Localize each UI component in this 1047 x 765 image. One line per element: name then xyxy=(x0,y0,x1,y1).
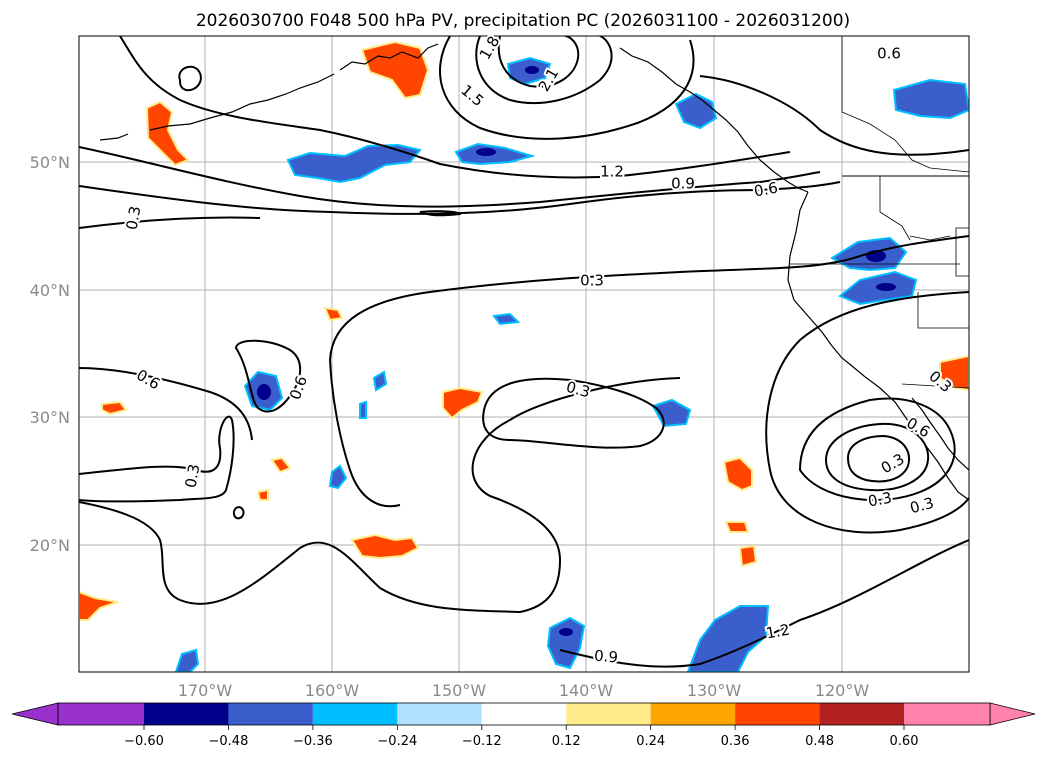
contour-label: 0.9 xyxy=(593,646,618,666)
colorbar-tick-label: −0.12 xyxy=(462,734,502,749)
precip-positive-areas xyxy=(79,40,969,621)
colorbar-tick-label: 0.60 xyxy=(890,734,919,749)
colorbar-tick-label: −0.36 xyxy=(293,734,333,749)
colorbar-segment xyxy=(58,703,144,725)
contour-label: 0.6 xyxy=(875,45,899,63)
map-layers xyxy=(79,36,969,672)
colorbar-segment xyxy=(650,703,736,725)
contour-label: 0.3 xyxy=(580,272,604,290)
map-title: 2026030700 F048 500 hPa PV, precipitatio… xyxy=(196,11,850,31)
colorbar-segment xyxy=(481,703,567,725)
colorbar-arrow-high xyxy=(989,702,1036,726)
lon-label-160w: 160°W xyxy=(305,681,360,700)
colorbar-segment xyxy=(819,703,904,725)
colorbar: −0.60 −0.48 −0.36 −0.24 −0.12 0.12 0.24 0.36 0.4… xyxy=(11,702,1036,749)
map-panel xyxy=(79,36,969,672)
colorbar-segment xyxy=(904,703,990,725)
colorbar-segment xyxy=(735,703,820,725)
lon-label-150w: 150°W xyxy=(432,681,487,700)
colorbar-segment xyxy=(312,703,398,725)
colorbar-tick-label: −0.60 xyxy=(124,734,164,749)
lat-label-20n: 20°N xyxy=(30,536,70,555)
colorbar-tick-label: 0.48 xyxy=(805,734,834,749)
lat-label-30n: 30°N xyxy=(30,408,70,427)
colorbar-segment xyxy=(228,703,313,725)
colorbar-tick-label: −0.24 xyxy=(377,734,417,749)
contour-label: 0.9 xyxy=(671,175,695,193)
colorbar-tick-label: 0.36 xyxy=(721,734,750,749)
colorbar-tick-label: 0.12 xyxy=(552,734,581,749)
contour-label: 1.2 xyxy=(600,163,624,181)
colorbar-segment xyxy=(144,703,229,725)
colorbar-segment xyxy=(566,703,651,725)
colorbar-tick-label: 0.24 xyxy=(636,734,665,749)
colorbar-arrow-low xyxy=(11,702,59,726)
map-frame xyxy=(78,35,970,673)
colorbar-tick-label: −0.48 xyxy=(209,734,249,749)
contour-label: 0.6 xyxy=(877,45,901,63)
lat-label-40n: 40°N xyxy=(30,281,70,300)
pv-contours xyxy=(79,36,969,668)
coastlines xyxy=(99,36,969,501)
lon-label-140w: 140°W xyxy=(559,681,614,700)
lon-label-170w: 170°W xyxy=(178,681,233,700)
colorbar-segment xyxy=(397,703,482,725)
lat-label-50n: 50°N xyxy=(30,153,70,172)
colorbar-outline xyxy=(57,702,991,726)
lon-label-130w: 130°W xyxy=(687,681,742,700)
lon-label-120w: 120°W xyxy=(815,681,870,700)
